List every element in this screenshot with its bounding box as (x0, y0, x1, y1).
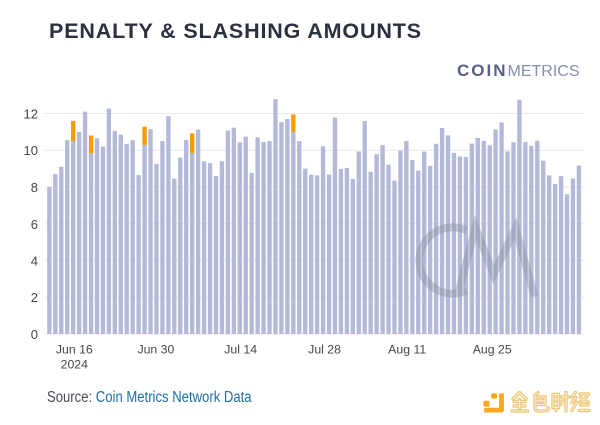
svg-text:Jul 28: Jul 28 (308, 343, 341, 357)
svg-text:2024: 2024 (61, 358, 89, 372)
svg-text:Jun 30: Jun 30 (137, 343, 174, 357)
svg-text:Aug 25: Aug 25 (473, 343, 512, 357)
svg-text:12: 12 (24, 107, 38, 122)
svg-text:Aug 11: Aug 11 (388, 343, 426, 357)
svg-text:2: 2 (31, 290, 38, 305)
svg-text:10: 10 (24, 143, 38, 158)
svg-text:4: 4 (31, 254, 38, 269)
svg-text:Jul 14: Jul 14 (224, 343, 257, 357)
svg-text:0: 0 (31, 327, 38, 342)
svg-text:Jun 16: Jun 16 (56, 343, 93, 357)
svg-text:8: 8 (31, 180, 38, 195)
svg-text:6: 6 (31, 217, 38, 232)
